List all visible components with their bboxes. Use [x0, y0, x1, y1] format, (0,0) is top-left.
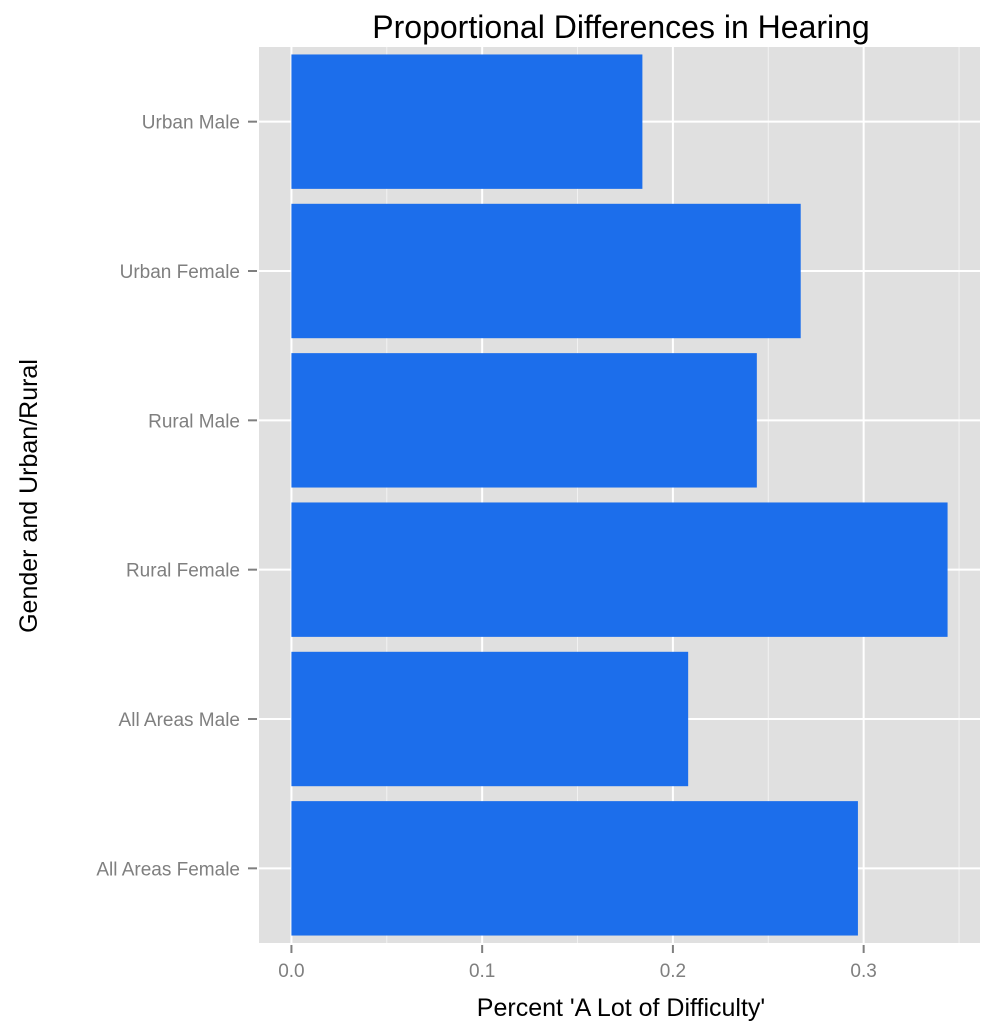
x-tick-label: 0.2: [660, 961, 686, 982]
y-tick-label: All Areas Female: [96, 859, 240, 880]
x-tick-label: 0.3: [850, 961, 876, 982]
bar: [291, 801, 858, 936]
y-tick-label: All Areas Male: [119, 710, 240, 731]
y-tick-label: Urban Male: [142, 113, 240, 134]
bar: [291, 502, 948, 637]
chart-title: Proportional Differences in Hearing: [372, 9, 869, 45]
bar: [291, 353, 757, 488]
y-axis: Urban Male Urban Female Rural Male Rural Fe…: [96, 113, 257, 880]
x-axis: 0.0 0.1 0.2 0.3: [278, 945, 877, 982]
bar: [291, 54, 643, 189]
bars: [291, 54, 948, 936]
y-axis-title: Gender and Urban/Rural: [15, 359, 43, 633]
bar: [291, 203, 801, 339]
x-axis-title: Percent 'A Lot of Difficulty': [477, 994, 765, 1022]
y-tick-label: Rural Female: [126, 561, 240, 582]
bar: [291, 651, 689, 787]
x-tick-label: 0.1: [469, 961, 495, 982]
y-tick-label: Rural Male: [148, 411, 240, 432]
plot-panel: [259, 47, 980, 943]
y-tick-label: Urban Female: [120, 262, 240, 283]
x-tick-label: 0.0: [278, 961, 304, 982]
